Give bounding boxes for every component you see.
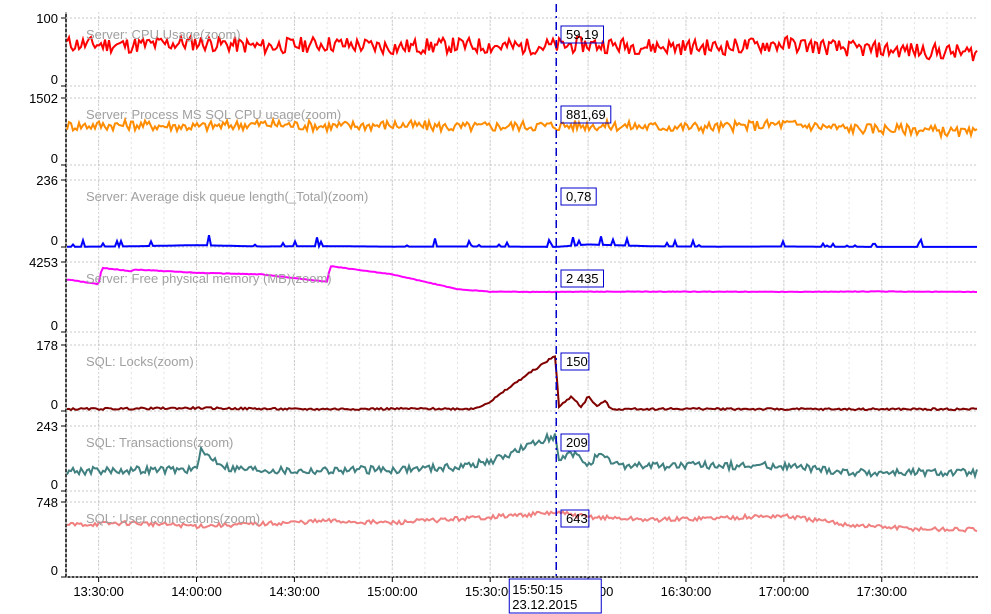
y-min-label: 0 [51, 397, 58, 412]
panel-title: SQL: Locks(zoom) [86, 354, 194, 369]
x-tick-label: 15:30:00 [465, 584, 516, 599]
series-line-3 [67, 235, 977, 247]
panel-title: Server: Process MS SQL CPU usage(zoom) [86, 107, 341, 122]
y-min-label: 0 [51, 563, 58, 578]
panel-2: 1502 0 Server: Process MS SQL CPU usage(zo… [29, 91, 978, 166]
x-tick-label: 15:00:00 [367, 584, 418, 599]
panel-title: SQL: Transactions(zoom) [86, 435, 233, 450]
y-min-label: 0 [51, 72, 58, 87]
y-min-label: 0 [51, 318, 58, 333]
series-line-2 [67, 120, 977, 137]
y-min-label: 0 [51, 233, 58, 248]
x-tick-label: 16:30:00 [661, 584, 712, 599]
y-max-label: 178 [36, 338, 58, 353]
x-axis: 13:30:00 14:00:00 14:30:00 15:00:00 15:30:00… [73, 577, 907, 599]
x-tick-label: 13:30:00 [73, 584, 124, 599]
chart-panels: 100 0 Server: CPU Usage(zoom) 59,19 1502 0 Ser… [29, 11, 978, 578]
y-max-label: 243 [36, 419, 58, 434]
cursor-value-label: 643 [566, 511, 588, 526]
y-min-label: 0 [51, 477, 58, 492]
cursor-value-label: 2 435 [566, 271, 599, 286]
cursor-value-label: 881,69 [566, 107, 606, 122]
cursor-value-label: 59,19 [566, 27, 599, 42]
x-tick-label: 17:00:00 [759, 584, 810, 599]
panel-title: Server: CPU Usage(zoom) [86, 27, 241, 42]
cursor-time-label: 15:50:15 [512, 582, 563, 597]
chart-grid [66, 12, 978, 577]
panel-title: Server: Average disk queue length(_Total… [86, 189, 368, 204]
cursor-value-label: 209 [566, 435, 588, 450]
series-line-5 [67, 357, 977, 411]
panel-7: 748 0 SQL: User connections(zoom) 643 [36, 495, 978, 578]
panel-3: 236 0 Server: Average disk queue length(_T… [36, 173, 978, 248]
y-min-label: 0 [51, 151, 58, 166]
panel-6: 243 0 SQL: Transactions(zoom) 209 [36, 419, 978, 492]
panel-5: 178 0 SQL: Locks(zoom) 150 [36, 338, 978, 412]
x-tick-label: 14:00:00 [171, 584, 222, 599]
x-tick-label: 17:30:00 [856, 584, 907, 599]
cursor-date-label: 23.12.2015 [512, 597, 577, 612]
y-max-label: 100 [36, 11, 58, 26]
y-max-label: 1502 [29, 91, 58, 106]
cursor-value-label: 150 [566, 354, 588, 369]
panel-1: 100 0 Server: CPU Usage(zoom) 59,19 [36, 11, 978, 87]
y-max-label: 748 [36, 495, 58, 510]
y-max-label: 236 [36, 173, 58, 188]
cursor-value-label: 0,78 [566, 189, 591, 204]
panel-title: SQL: User connections(zoom) [86, 511, 260, 526]
panel-title: Server: Free physical memory (MB)(zoom) [86, 271, 332, 286]
x-tick-label: 14:30:00 [269, 584, 320, 599]
panel-4: 4253 0 Server: Free physical memory (MB)(z… [29, 255, 978, 333]
y-max-label: 4253 [29, 255, 58, 270]
